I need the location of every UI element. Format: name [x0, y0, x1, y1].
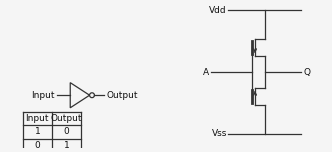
- Text: 0: 0: [35, 141, 40, 150]
- Text: 0: 0: [63, 128, 69, 136]
- Text: Vss: Vss: [211, 129, 227, 138]
- Text: 1: 1: [35, 128, 40, 136]
- Text: Output: Output: [106, 91, 137, 100]
- Text: Q: Q: [303, 67, 310, 76]
- Text: Output: Output: [50, 114, 82, 123]
- Text: 1: 1: [63, 141, 69, 150]
- Text: Vdd: Vdd: [209, 6, 227, 15]
- Text: Input: Input: [31, 91, 55, 100]
- Text: Input: Input: [26, 114, 49, 123]
- Text: A: A: [204, 67, 209, 76]
